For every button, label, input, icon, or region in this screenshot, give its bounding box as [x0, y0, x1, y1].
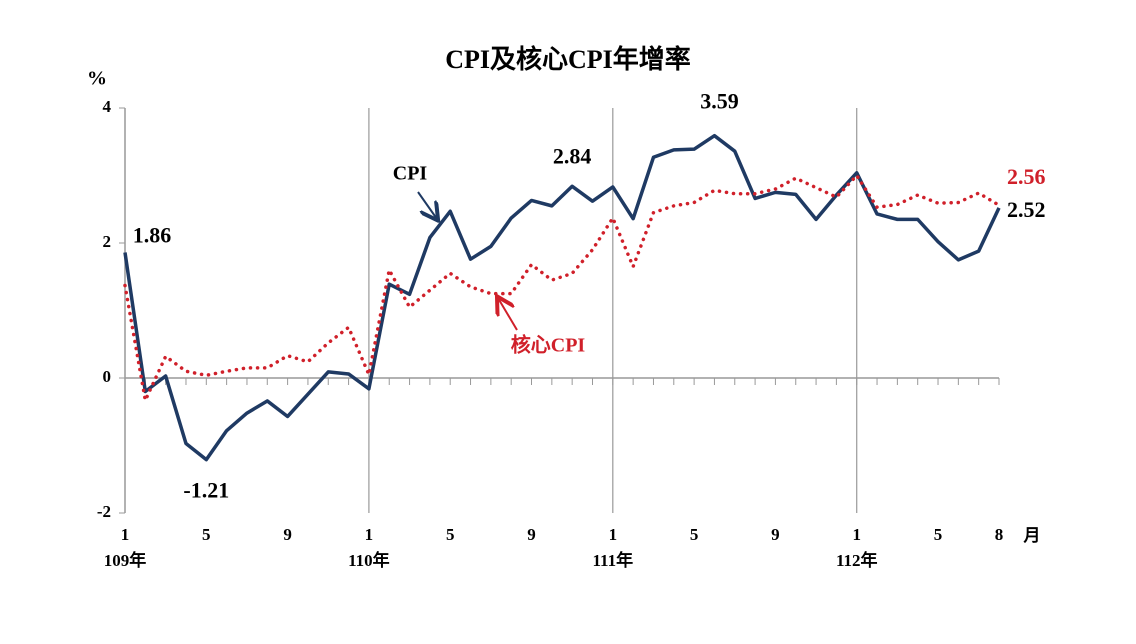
- x-tick-label: 1: [609, 525, 618, 544]
- x-tick-label: 9: [527, 525, 536, 544]
- data-label: 2.56: [1007, 164, 1046, 189]
- x-tick-label: 1: [852, 525, 861, 544]
- year-label: 110年: [348, 550, 390, 570]
- x-axis-label: 月: [1023, 526, 1041, 545]
- x-tick-label: 5: [934, 525, 943, 544]
- data-label: -1.21: [183, 478, 229, 503]
- x-tick-label: 8: [995, 525, 1004, 544]
- y-tick-label: 2: [103, 232, 112, 251]
- y-tick-label: 4: [103, 97, 112, 116]
- chart-title: CPI及核心CPI年增率: [445, 44, 691, 74]
- arrow: [498, 298, 518, 331]
- y-tick-label: -2: [97, 502, 111, 521]
- x-tick-label: 1: [365, 525, 374, 544]
- data-label: 2.52: [1007, 197, 1046, 222]
- y-axis-label: %: [87, 68, 107, 90]
- data-label: 2.84: [553, 143, 592, 168]
- x-tick-label: 1: [121, 525, 130, 544]
- arrow: [417, 191, 437, 219]
- year-label: 109年: [104, 550, 147, 570]
- data-label: 1.86: [133, 222, 172, 247]
- year-label: 112年: [836, 550, 878, 570]
- y-tick-label: 0: [103, 367, 112, 386]
- x-tick-label: 5: [446, 525, 455, 544]
- line-series: [123, 173, 1001, 403]
- data-label: 3.59: [700, 89, 739, 114]
- series-label: CPI: [393, 163, 428, 185]
- line-series: [123, 133, 1001, 462]
- x-tick-label: 9: [771, 525, 780, 544]
- series-label: 核心CPI: [511, 333, 586, 357]
- x-tick-label: 5: [690, 525, 699, 544]
- x-tick-label: 9: [283, 525, 292, 544]
- x-tick-label: 5: [202, 525, 211, 544]
- year-label: 111年: [593, 550, 634, 570]
